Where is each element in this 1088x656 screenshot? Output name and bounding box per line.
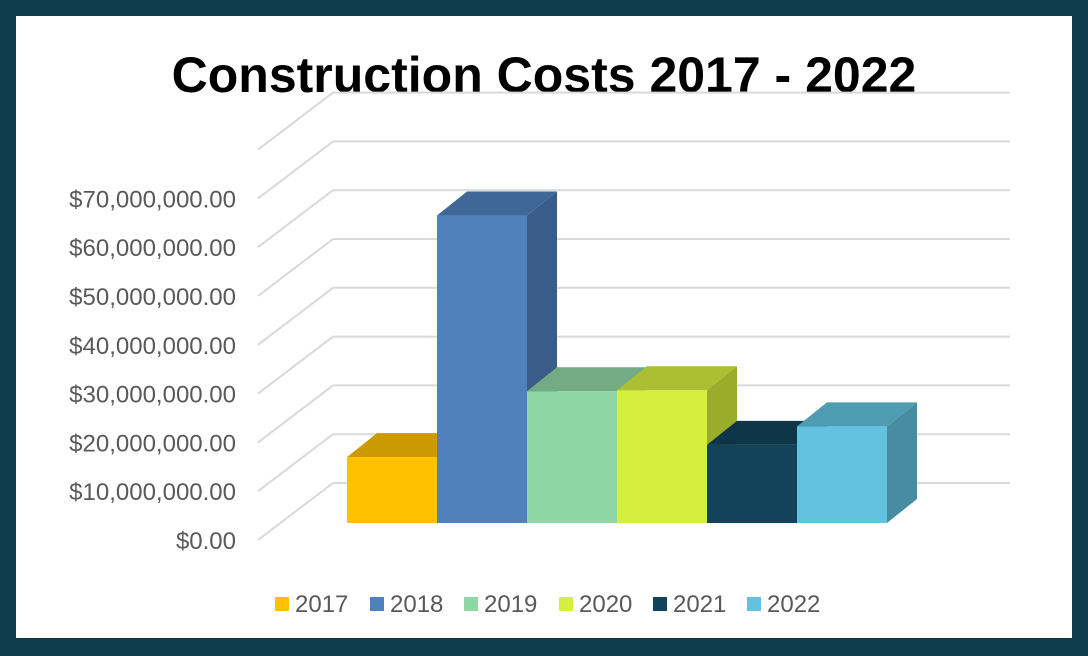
gridline-side: [257, 287, 334, 346]
bar-front: [707, 444, 797, 523]
y-tick-label: $50,000,000.00: [69, 284, 236, 311]
y-tick-label: $10,000,000.00: [69, 479, 236, 506]
gridline-side: [257, 140, 334, 200]
bar-2022: [797, 402, 917, 523]
chart-title: Construction Costs 2017 - 2022: [171, 47, 917, 103]
legend-item-2018: 2018: [370, 591, 443, 618]
legend-item-2022: 2022: [747, 591, 820, 618]
legend-label: 2020: [579, 591, 632, 618]
bar-top: [617, 366, 737, 391]
y-axis-ticks: $0.00 $10,000,000.00 $20,000,000.00 $30,000…: [69, 186, 236, 555]
y-tick-label: $20,000,000.00: [69, 430, 236, 457]
legend-swatch: [559, 597, 573, 611]
y-tick-label: $0.00: [176, 528, 236, 555]
gridline-side: [257, 91, 334, 151]
legend-label: 2021: [673, 591, 726, 618]
legend-swatch: [464, 597, 478, 611]
legend-swatch: [275, 597, 289, 611]
legend-item-2019: 2019: [464, 591, 537, 618]
legend-label: 2018: [390, 591, 443, 618]
legend-swatch: [653, 597, 667, 611]
y-tick-label: $40,000,000.00: [69, 333, 236, 360]
bars: [347, 191, 917, 523]
gridline-side: [257, 482, 334, 541]
legend: 2017 2018 2019 2020 2021 2022: [275, 591, 820, 618]
bar-top: [527, 367, 647, 392]
bar-front: [797, 426, 887, 523]
gridline-side: [257, 433, 334, 492]
bar-front: [347, 457, 437, 523]
legend-item-2017: 2017: [275, 591, 348, 618]
gridline-side: [257, 238, 334, 297]
bar-top: [437, 191, 557, 216]
y-tick-label: $60,000,000.00: [69, 235, 236, 262]
gridline-side: [257, 384, 334, 444]
legend-swatch: [370, 597, 384, 611]
bar-front: [527, 391, 617, 523]
bar-side: [887, 402, 917, 523]
legend-item-2020: 2020: [559, 591, 632, 618]
gridline-side: [257, 189, 334, 248]
bar-front: [437, 215, 527, 523]
legend-label: 2019: [484, 591, 537, 618]
bar-front: [617, 390, 707, 523]
gridline-side: [257, 335, 334, 395]
bar-top: [797, 402, 917, 427]
y-tick-label: $70,000,000.00: [69, 186, 236, 213]
legend-label: 2022: [767, 591, 820, 618]
y-tick-label: $30,000,000.00: [69, 382, 236, 409]
legend-swatch: [747, 597, 761, 611]
legend-item-2021: 2021: [653, 591, 726, 618]
legend-label: 2017: [295, 591, 348, 618]
